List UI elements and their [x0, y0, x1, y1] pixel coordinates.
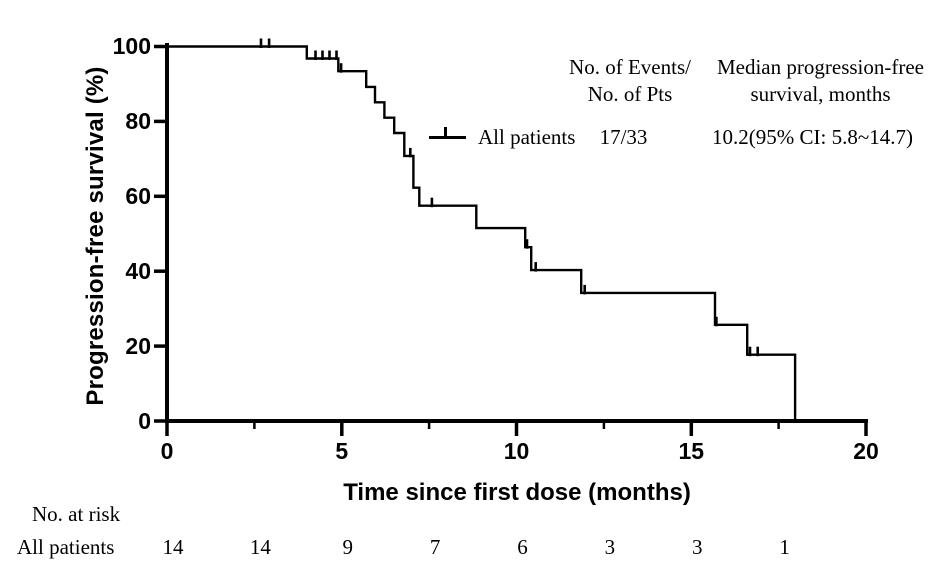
- at-risk-value: 1: [779, 535, 790, 559]
- y-tick-label: 20: [125, 332, 151, 359]
- at-risk-value: 7: [429, 535, 441, 559]
- at-risk-row-label: All patients: [17, 535, 115, 559]
- legend-events-value: 17/33: [599, 125, 648, 149]
- y-tick-label: 60: [125, 182, 151, 209]
- at-risk-value: 9: [342, 535, 354, 559]
- median-column-header-line1: Median progression-free: [716, 55, 924, 79]
- x-tick-label: 0: [160, 438, 174, 464]
- y-tick-label: 80: [125, 107, 151, 134]
- legend-median-value: 10.2(95% CI: 5.8~14.7): [712, 125, 913, 149]
- x-tick-label: 20: [853, 438, 879, 464]
- at-risk-value: 3: [604, 535, 616, 559]
- events-column-header-line1: No. of Events/: [569, 55, 691, 79]
- legend-censor-tick-icon: [444, 127, 447, 139]
- at-risk-title: No. at risk: [32, 502, 121, 526]
- x-tick-label: 10: [503, 438, 530, 464]
- x-tick-label: 15: [678, 438, 705, 464]
- median-column-header: Median progression-free survival, months: [688, 54, 931, 108]
- at-risk-value: 14: [162, 535, 184, 559]
- events-column-header-line2: No. of Pts: [587, 82, 673, 106]
- at-risk-value: 6: [517, 535, 528, 559]
- km-curve: [167, 45, 797, 421]
- y-tick-label: 40: [125, 257, 151, 284]
- y-tick-label: 100: [112, 33, 151, 59]
- x-tick-label: 5: [335, 438, 349, 464]
- y-tick-label: 0: [138, 407, 151, 434]
- events-column-header: No. of Events/ No. of Pts: [505, 54, 755, 108]
- at-risk-value: 14: [249, 535, 271, 559]
- legend-series-label: All patients: [478, 125, 576, 149]
- legend-line-icon: [429, 136, 466, 139]
- median-column-header-line2: survival, months: [750, 82, 891, 106]
- x-axis-title: Time since first dose (months): [343, 479, 691, 506]
- at-risk-value: 3: [692, 535, 703, 559]
